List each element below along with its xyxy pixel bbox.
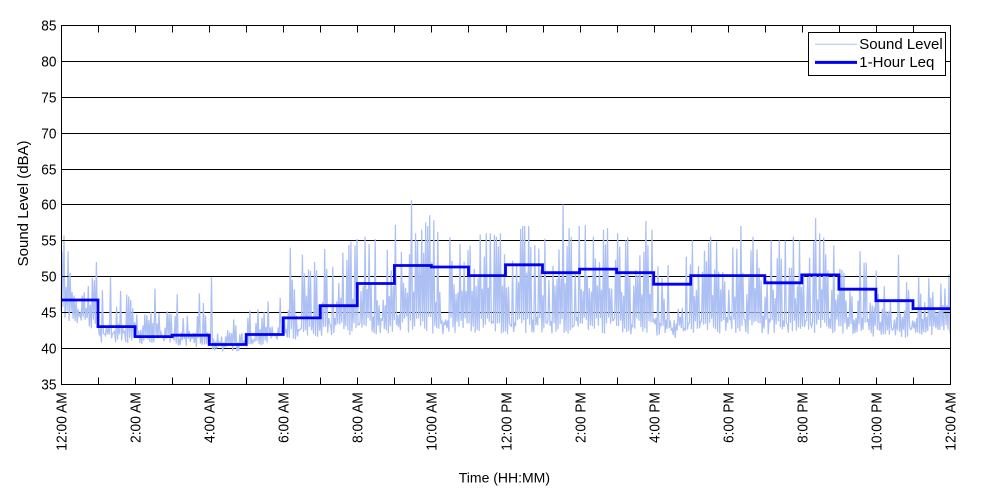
svg-text:2:00 PM: 2:00 PM [573, 392, 590, 443]
svg-text:6:00 AM: 6:00 AM [276, 392, 293, 443]
svg-text:1-Hour Leq: 1-Hour Leq [859, 54, 934, 71]
svg-text:60: 60 [41, 196, 56, 213]
svg-text:6:00 PM: 6:00 PM [721, 392, 738, 443]
svg-text:35: 35 [41, 376, 56, 393]
svg-text:50: 50 [41, 268, 56, 285]
svg-text:Sound Level: Sound Level [859, 36, 942, 53]
svg-text:75: 75 [41, 89, 56, 106]
svg-text:55: 55 [41, 232, 56, 249]
svg-text:80: 80 [41, 53, 56, 70]
svg-text:12:00 AM: 12:00 AM [943, 392, 960, 451]
svg-text:40: 40 [41, 340, 56, 357]
svg-text:Time (HH:MM): Time (HH:MM) [459, 469, 550, 485]
svg-text:4:00 PM: 4:00 PM [647, 392, 664, 443]
svg-text:45: 45 [41, 304, 56, 321]
svg-text:70: 70 [41, 125, 56, 142]
svg-text:8:00 AM: 8:00 AM [350, 392, 367, 443]
svg-text:10:00 AM: 10:00 AM [424, 392, 441, 451]
svg-text:65: 65 [41, 161, 56, 178]
svg-text:2:00 AM: 2:00 AM [128, 392, 145, 443]
svg-text:8:00 PM: 8:00 PM [795, 392, 812, 443]
svg-text:85: 85 [41, 17, 56, 34]
svg-text:12:00 AM: 12:00 AM [54, 392, 71, 451]
svg-text:12:00 PM: 12:00 PM [499, 392, 516, 451]
svg-text:Sound Level (dBA): Sound Level (dBA) [15, 140, 32, 266]
svg-text:4:00 AM: 4:00 AM [202, 392, 219, 443]
svg-text:10:00 PM: 10:00 PM [869, 392, 886, 451]
